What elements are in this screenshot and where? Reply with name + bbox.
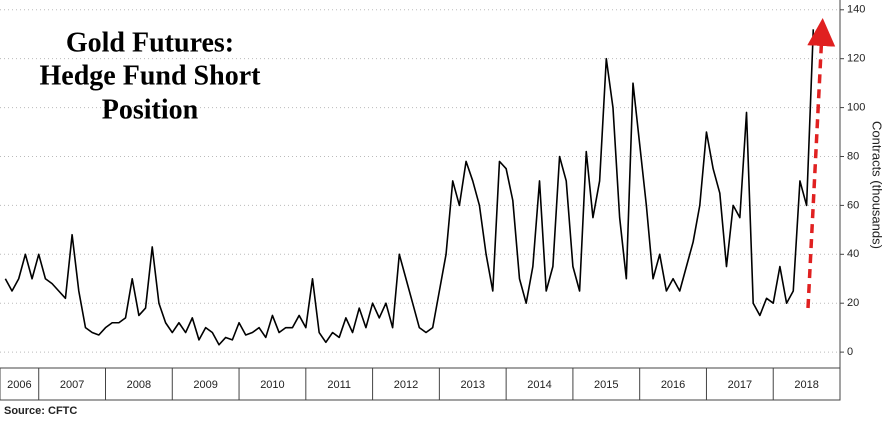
source: Source: CFTC — [4, 405, 77, 417]
x-tick-label: 2018 — [794, 379, 818, 391]
y-tick-label: 20 — [847, 297, 859, 309]
chart-title: Hedge Fund Short — [40, 60, 262, 91]
y-tick-label: 100 — [847, 101, 865, 113]
x-tick-label: 2007 — [60, 379, 84, 391]
y-tick-label: 60 — [847, 199, 859, 211]
y-axis-label: Contracts (thousands) — [870, 121, 885, 249]
x-tick-label: 2015 — [594, 379, 618, 391]
data-line — [4, 29, 815, 346]
x-tick-label: 2016 — [661, 379, 685, 391]
y-tick-label: 120 — [847, 53, 865, 65]
y-tick-label: 0 — [847, 346, 853, 358]
x-tick-label: 2013 — [461, 379, 485, 391]
y-tick-label: 80 — [847, 150, 859, 162]
y-tick-label: 140 — [847, 4, 865, 16]
arrow-annotation — [806, 18, 836, 309]
x-axis-band — [0, 367, 841, 401]
grid — [0, 9, 840, 353]
chart-title: Gold Futures: — [66, 27, 234, 58]
x-tick-label: 2012 — [394, 379, 418, 391]
x-tick-label: 2010 — [260, 379, 284, 391]
plot — [4, 29, 815, 346]
x-tick-label: 2006 — [7, 379, 31, 391]
x-tick-label: 2014 — [527, 379, 551, 391]
x-tick-label: 2017 — [728, 379, 752, 391]
x-tick-label: 2009 — [193, 379, 217, 391]
chart-title: Position — [102, 94, 199, 125]
x-tick-label: 2011 — [327, 379, 351, 391]
x-tick-label: 2008 — [127, 379, 151, 391]
y-tick-label: 40 — [847, 248, 859, 260]
